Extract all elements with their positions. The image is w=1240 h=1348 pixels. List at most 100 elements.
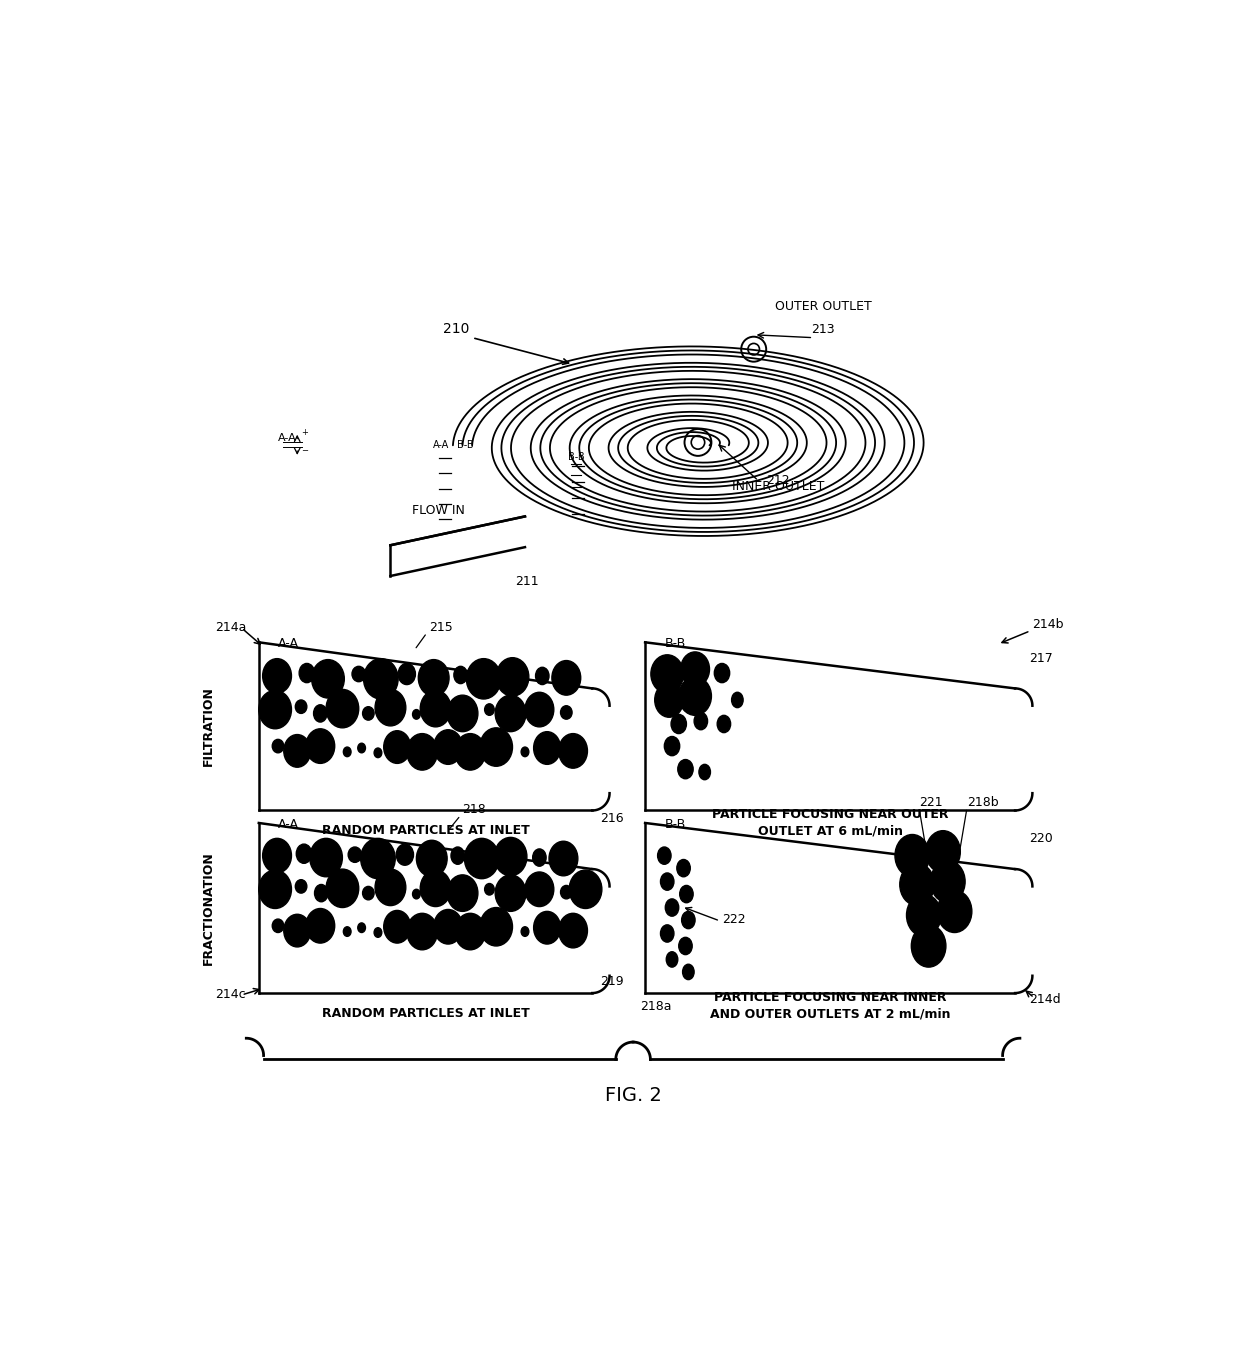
Ellipse shape	[549, 841, 578, 876]
Ellipse shape	[926, 830, 960, 874]
Text: RANDOM PARTICLES AT INLET: RANDOM PARTICLES AT INLET	[321, 1007, 529, 1020]
Ellipse shape	[374, 869, 405, 906]
Ellipse shape	[434, 729, 463, 764]
Ellipse shape	[397, 844, 413, 865]
Ellipse shape	[651, 655, 683, 693]
Ellipse shape	[480, 907, 512, 946]
Ellipse shape	[732, 693, 743, 708]
Text: 222: 222	[722, 913, 745, 926]
Text: +: +	[301, 427, 309, 437]
Ellipse shape	[682, 911, 696, 929]
Ellipse shape	[569, 869, 601, 909]
Ellipse shape	[533, 911, 560, 944]
Ellipse shape	[362, 706, 374, 720]
Text: 214d: 214d	[1029, 992, 1061, 1006]
Ellipse shape	[434, 910, 463, 944]
Ellipse shape	[315, 884, 327, 902]
Ellipse shape	[521, 927, 528, 937]
Ellipse shape	[485, 883, 495, 895]
Ellipse shape	[383, 910, 410, 944]
Ellipse shape	[420, 869, 451, 907]
Ellipse shape	[418, 659, 449, 696]
Ellipse shape	[259, 690, 291, 729]
Ellipse shape	[263, 659, 291, 693]
Ellipse shape	[362, 887, 374, 900]
Ellipse shape	[343, 747, 351, 756]
Ellipse shape	[465, 838, 498, 879]
Ellipse shape	[665, 736, 680, 756]
Ellipse shape	[407, 914, 438, 950]
Ellipse shape	[273, 919, 284, 933]
Ellipse shape	[559, 733, 588, 768]
Text: PARTICLE FOCUSING NEAR OUTER
OUTLET AT 6 mL/min: PARTICLE FOCUSING NEAR OUTER OUTLET AT 6…	[712, 809, 949, 837]
Ellipse shape	[259, 869, 291, 909]
Ellipse shape	[420, 690, 451, 727]
Ellipse shape	[343, 927, 351, 937]
Ellipse shape	[560, 886, 572, 899]
Ellipse shape	[906, 894, 941, 937]
Ellipse shape	[306, 909, 335, 944]
Ellipse shape	[299, 663, 315, 682]
Text: 214a: 214a	[216, 621, 247, 634]
Text: A-A: A-A	[278, 638, 299, 650]
Ellipse shape	[671, 714, 687, 733]
Text: 214b: 214b	[1033, 617, 1064, 631]
Ellipse shape	[310, 838, 342, 876]
Ellipse shape	[413, 890, 420, 899]
Ellipse shape	[657, 847, 671, 864]
Text: 210: 210	[444, 322, 470, 336]
Ellipse shape	[666, 899, 678, 917]
Text: A-A: A-A	[278, 434, 298, 443]
Ellipse shape	[495, 875, 526, 911]
Ellipse shape	[677, 860, 691, 876]
Text: RANDOM PARTICLES AT INLET: RANDOM PARTICLES AT INLET	[321, 825, 529, 837]
Ellipse shape	[413, 709, 420, 720]
Text: B-B: B-B	[458, 441, 474, 450]
Ellipse shape	[678, 937, 692, 954]
Ellipse shape	[717, 716, 730, 732]
Text: 212: 212	[766, 473, 790, 487]
Ellipse shape	[694, 713, 708, 729]
Text: 218: 218	[463, 803, 486, 817]
Text: 221: 221	[919, 795, 942, 809]
Ellipse shape	[900, 863, 935, 906]
Ellipse shape	[678, 677, 712, 716]
Text: FLOW IN: FLOW IN	[412, 504, 465, 518]
Ellipse shape	[681, 652, 709, 686]
Ellipse shape	[533, 849, 546, 867]
Ellipse shape	[284, 914, 311, 946]
Ellipse shape	[661, 925, 675, 942]
Ellipse shape	[552, 661, 580, 696]
Ellipse shape	[560, 706, 572, 720]
Ellipse shape	[311, 659, 345, 698]
Text: OUTER OUTLET: OUTER OUTLET	[775, 299, 872, 313]
Ellipse shape	[533, 732, 560, 764]
Ellipse shape	[374, 689, 405, 727]
Ellipse shape	[699, 764, 711, 779]
Ellipse shape	[296, 844, 311, 863]
Text: −: −	[301, 446, 309, 456]
Ellipse shape	[678, 759, 693, 779]
Ellipse shape	[448, 696, 477, 732]
Ellipse shape	[666, 952, 678, 967]
Text: B-B: B-B	[568, 452, 584, 462]
Text: 215: 215	[429, 621, 453, 634]
Ellipse shape	[930, 860, 965, 903]
Ellipse shape	[911, 925, 946, 967]
Text: FRACTIONATION: FRACTIONATION	[202, 851, 216, 965]
Ellipse shape	[358, 743, 366, 752]
Ellipse shape	[451, 847, 465, 864]
Ellipse shape	[352, 666, 366, 682]
Text: B-B: B-B	[665, 638, 686, 650]
Text: 216: 216	[600, 811, 624, 825]
Ellipse shape	[383, 731, 410, 763]
Ellipse shape	[374, 927, 382, 937]
Ellipse shape	[680, 886, 693, 903]
Ellipse shape	[314, 705, 327, 723]
Text: 220: 220	[1029, 832, 1053, 845]
Text: A-A: A-A	[278, 818, 299, 830]
Ellipse shape	[559, 914, 588, 948]
Ellipse shape	[295, 700, 306, 713]
Ellipse shape	[374, 748, 382, 758]
Text: 214c: 214c	[216, 988, 247, 1000]
